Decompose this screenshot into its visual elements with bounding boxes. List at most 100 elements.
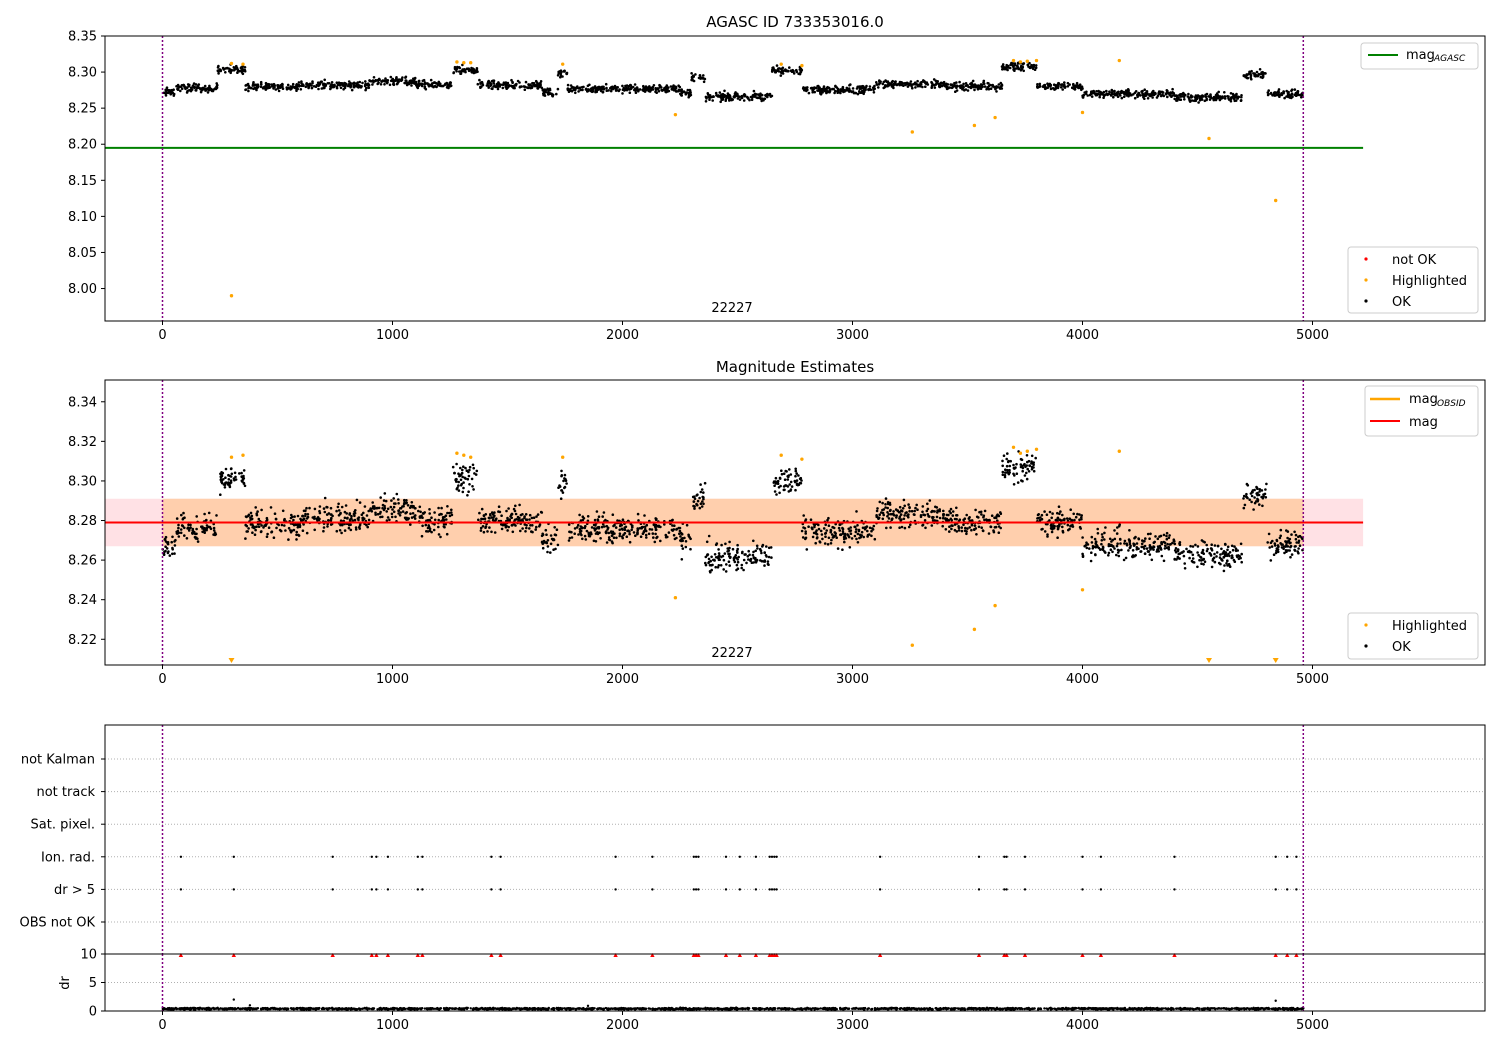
ok-point <box>203 531 206 534</box>
ok-point <box>462 465 465 469</box>
ok-point <box>742 99 746 102</box>
ok-point <box>554 533 558 537</box>
ok-point <box>1264 488 1267 491</box>
ok-point <box>1160 542 1164 546</box>
mag-agasc-legend-sub: AGASC <box>1433 54 1466 64</box>
ok-point <box>392 81 395 85</box>
ok-point <box>1167 547 1171 551</box>
ok-point <box>1010 61 1013 65</box>
ok-point <box>417 509 420 513</box>
ok-point <box>794 469 798 473</box>
ok-point <box>542 89 546 93</box>
flag-point <box>1286 888 1289 891</box>
ok-point <box>171 535 174 539</box>
ok-point <box>523 523 527 526</box>
ok-point <box>1220 558 1223 561</box>
highlighted-point <box>972 627 977 632</box>
ok-point <box>811 88 815 91</box>
ok-point <box>342 88 345 91</box>
x-tick-label: 2000 <box>606 672 639 687</box>
ok-point <box>839 91 842 95</box>
flag-point <box>1099 855 1103 858</box>
flag-point <box>692 855 695 858</box>
ok-point <box>350 514 353 518</box>
ok-point <box>349 84 353 87</box>
ok-point <box>418 515 422 518</box>
ok-point <box>538 525 541 528</box>
ok-point <box>595 510 599 513</box>
ok-point <box>313 507 317 511</box>
ok-point <box>519 529 522 533</box>
highlighted-point <box>1117 58 1122 63</box>
ok-point <box>1031 67 1035 71</box>
ok-point <box>892 512 895 516</box>
ok-point <box>1106 93 1109 97</box>
ok-point <box>708 563 712 567</box>
ok-point <box>1246 76 1250 80</box>
highlighted-point <box>229 294 234 298</box>
ok-point <box>732 95 736 99</box>
ok-point <box>295 530 299 534</box>
ok-point <box>1251 491 1254 494</box>
ok-point <box>1205 543 1208 547</box>
ok-point <box>835 86 839 89</box>
ok-point <box>623 528 627 531</box>
ok-point <box>877 86 880 89</box>
ok-point <box>882 513 885 517</box>
ok-point <box>317 517 320 520</box>
ok-point <box>262 526 265 529</box>
ok-point <box>671 518 674 522</box>
ok-point <box>1111 550 1114 554</box>
ok-point <box>699 490 703 494</box>
ok-point <box>623 88 627 92</box>
ok-point <box>1159 548 1163 551</box>
ok-point <box>241 478 245 481</box>
ok-point <box>631 526 634 529</box>
ok-point <box>987 532 991 535</box>
ok-point <box>781 72 785 75</box>
ok-point <box>404 517 408 521</box>
ok-point <box>990 514 994 517</box>
ok-point <box>843 540 846 544</box>
ok-point <box>1294 533 1298 537</box>
ok-point <box>583 534 587 538</box>
ok-point <box>1174 550 1178 554</box>
ok-point <box>245 530 248 533</box>
ok-legend-label: OK <box>1392 295 1411 310</box>
ok-point <box>1019 65 1023 69</box>
ok-point <box>654 87 657 90</box>
ok-point <box>353 518 357 522</box>
ok-point <box>1231 548 1235 552</box>
ok-point <box>385 510 389 513</box>
ok-point <box>858 85 861 88</box>
ok-point <box>653 540 657 544</box>
ok-point <box>1287 95 1290 99</box>
ok-point <box>1041 527 1044 531</box>
ok-point <box>1090 90 1093 93</box>
ok-point <box>1108 537 1112 541</box>
ok-point <box>492 516 495 519</box>
ok-point <box>1256 491 1259 495</box>
ok-point <box>1243 503 1247 507</box>
ok-point <box>518 85 522 89</box>
ok-point <box>728 546 731 550</box>
ok-point <box>1051 87 1055 90</box>
y-tick-label: 8.15 <box>68 174 97 189</box>
ok-point <box>573 532 576 535</box>
ok-point <box>494 519 497 522</box>
ok-point <box>621 84 624 88</box>
ok-point <box>1225 562 1228 565</box>
ok-point <box>934 505 937 509</box>
ok-point <box>652 536 655 539</box>
ok-point <box>733 92 737 95</box>
ok-point <box>863 90 866 94</box>
ok-point <box>362 517 366 520</box>
ok-point <box>224 467 228 471</box>
ok-point <box>353 510 356 514</box>
ok-point <box>1204 95 1208 99</box>
ok-point <box>605 530 608 533</box>
ok-point <box>601 515 604 518</box>
ok-point <box>765 555 768 558</box>
ok-point <box>783 488 786 492</box>
